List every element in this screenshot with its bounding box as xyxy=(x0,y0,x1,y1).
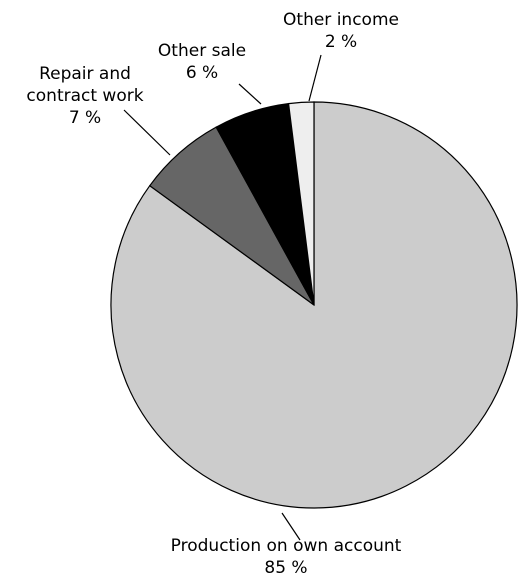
slice-label-1: Repair and contract work 7 % xyxy=(26,64,143,128)
leader-line-2 xyxy=(238,83,262,105)
slice-value-label: 6 % xyxy=(186,63,218,83)
leader-line-1 xyxy=(123,109,171,156)
leader-line-0 xyxy=(281,512,301,541)
slice-label-2: Other sale 6 % xyxy=(158,41,246,83)
slice-label-0: Production on own account 85 % xyxy=(171,536,402,578)
slice-name-label: Other sale xyxy=(158,41,246,61)
pie-slices xyxy=(110,101,518,509)
slice-value-label: 85 % xyxy=(264,558,307,578)
slice-name-label: Repair and xyxy=(39,64,131,84)
slice-name-label: contract work xyxy=(26,86,143,106)
slice-value-label: 7 % xyxy=(69,108,101,128)
leader-lines xyxy=(123,54,322,541)
slice-value-label: 2 % xyxy=(325,32,357,52)
leader-line-3 xyxy=(308,54,322,102)
slice-label-3: Other income 2 % xyxy=(283,10,399,52)
slice-name-label: Other income xyxy=(283,10,399,30)
slice-name-label: Production on own account xyxy=(171,536,402,556)
slice-labels: Production on own account 85 % Repair and c… xyxy=(26,10,401,578)
pie-slice-3 xyxy=(287,101,315,306)
